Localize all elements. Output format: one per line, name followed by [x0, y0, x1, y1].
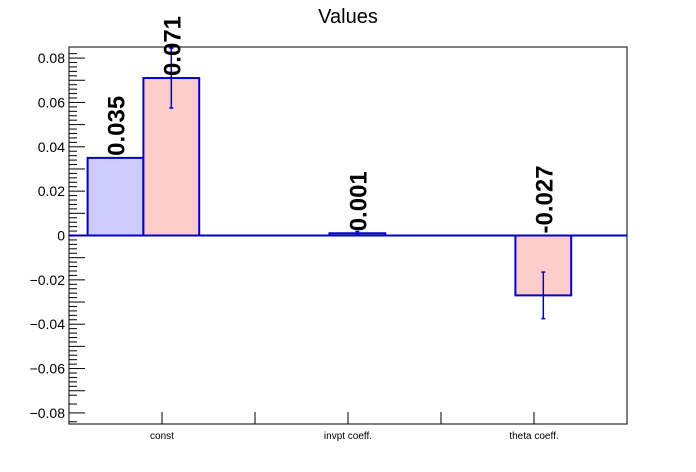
y-tick-label: 0.04 [38, 139, 65, 155]
data-label: 0.001 [345, 171, 372, 231]
axes-layer: 0.08 0.06 0.04 0.02 0 −0.02 −0.04 −0.06 −0.08 con… [30, 46, 628, 442]
data-label: 0.035 [104, 96, 131, 156]
x-category-label: const [150, 431, 174, 442]
x-category-label: theta coeff. [509, 431, 558, 442]
y-tick-label: −0.06 [30, 361, 66, 377]
y-tick-label: 0.08 [38, 50, 65, 66]
data-labels-layer: 0.035 0.071 0.001 -0.027 [104, 16, 559, 234]
y-tick-label: −0.02 [30, 272, 66, 288]
y-tick-label: 0 [57, 228, 65, 244]
data-label: 0.071 [159, 16, 186, 76]
x-category-label: invpt coeff. [324, 431, 372, 442]
bars-layer [86, 47, 573, 320]
y-tick-label: −0.08 [30, 405, 66, 421]
y-tick-label: 0.06 [38, 94, 65, 110]
y-tick-label: −0.04 [30, 316, 66, 332]
chart-title: Values [318, 6, 378, 28]
y-tick-label: 0.02 [38, 183, 65, 199]
data-label: -0.027 [531, 165, 558, 233]
bar-const-s0 [86, 156, 145, 237]
